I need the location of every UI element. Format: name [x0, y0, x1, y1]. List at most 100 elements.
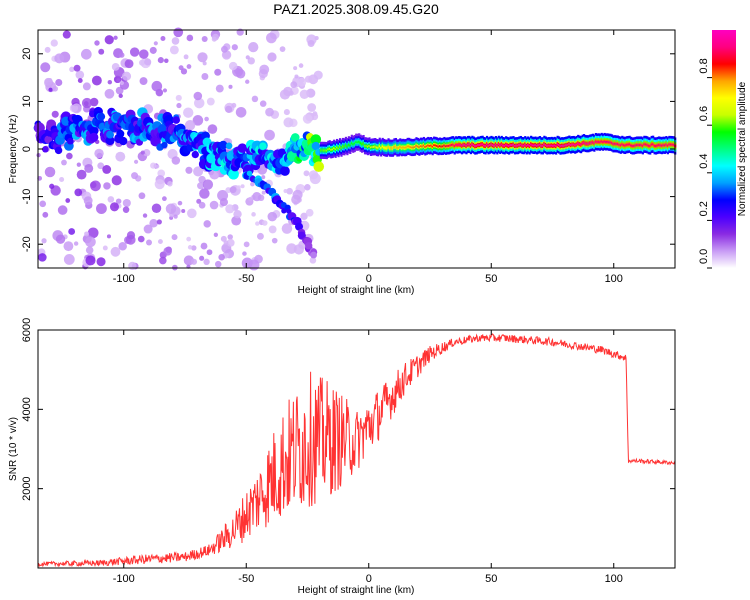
spectrogram-cell	[488, 144, 492, 147]
spectrogram-cell	[85, 246, 94, 254]
spectrogram-cell	[304, 75, 312, 83]
spectrogram-cell	[366, 145, 370, 148]
spectrogram-cell	[218, 140, 228, 150]
spectrogram-cell	[469, 144, 472, 147]
spectrogram-cell	[440, 145, 443, 148]
spectrogram-cell	[193, 166, 204, 177]
spectrogram-cell	[252, 192, 262, 202]
spectrogram-cell	[247, 57, 255, 65]
spectrogram-cell	[68, 228, 76, 235]
spectrogram-cell	[349, 144, 352, 147]
spectrogram-cell	[524, 143, 527, 146]
spectrogram-cell	[157, 239, 163, 245]
spectrogram-cell	[107, 79, 113, 85]
spectrogram-cell	[641, 144, 644, 147]
spectrogram-cell	[85, 255, 96, 266]
spectrogram-cell	[559, 145, 562, 148]
spectrogram-cell	[647, 144, 650, 147]
spectrogram-cell	[572, 143, 575, 146]
spectrogram-cells	[33, 27, 677, 271]
spectrogram-cell	[327, 148, 330, 151]
spectrogram-cell	[556, 143, 559, 146]
spectrogram-cell	[390, 147, 393, 150]
spectrogram-cell	[292, 189, 303, 200]
spectrogram-cell	[313, 161, 325, 172]
spectrogram-cell	[585, 142, 589, 145]
spectrogram-cell	[588, 142, 592, 145]
spectrogram-cell	[624, 144, 627, 147]
spectrogram-cell	[138, 59, 146, 66]
spectrogram-cell	[425, 145, 428, 148]
spectrogram-x-axis-label: Height of straight line (km)	[298, 285, 415, 296]
spectrogram-cell	[202, 179, 214, 190]
spectrogram-cell	[157, 57, 164, 64]
spectrogram-cell	[441, 145, 445, 148]
spectrogram-cell	[643, 143, 646, 146]
snr-x-tick-label: -50	[238, 573, 254, 585]
spectrogram-cell	[128, 261, 137, 271]
spectrogram-cell	[197, 52, 208, 63]
spectrogram-cell	[535, 144, 539, 147]
spectrogram-cell	[625, 143, 628, 146]
spectrogram-cell	[181, 208, 186, 214]
spectrogram-cell	[161, 141, 168, 149]
spectrogram-cell	[599, 141, 602, 144]
spectrogram-y-tick-label: -20	[21, 236, 33, 252]
spectrogram-cell	[246, 170, 253, 177]
colorbar-tick-label: 0.4	[698, 154, 710, 169]
spectrogram-cell	[619, 144, 622, 147]
spectrogram-cell	[84, 163, 94, 173]
spectrogram-cell	[552, 144, 555, 147]
spectrogram-cell	[173, 27, 184, 38]
spectrogram-cell	[149, 218, 158, 228]
spectrogram-cell	[209, 200, 219, 210]
spectrogram-cell	[547, 144, 550, 147]
spectrogram-cell	[201, 73, 209, 80]
spectrogram-cell	[597, 140, 600, 143]
snr-x-tick-label: 50	[485, 573, 497, 585]
spectrogram-cell	[356, 141, 359, 144]
spectrogram-cell	[106, 234, 111, 239]
spectrogram-cell	[649, 145, 652, 147]
spectrogram-cell	[183, 107, 194, 118]
spectrogram-cell	[202, 61, 207, 66]
spectrogram-cell	[581, 142, 584, 145]
figure-title: PAZ1.2025.308.09.45.G20	[273, 1, 439, 17]
spectrogram-cell	[62, 30, 71, 39]
spectrogram-cell	[255, 221, 260, 226]
spectrogram-cell	[304, 184, 311, 191]
spectrogram-cell	[38, 253, 47, 262]
spectrogram-cell	[603, 140, 606, 143]
spectrogram-cell	[502, 144, 505, 147]
spectrogram-cell	[412, 146, 415, 149]
snr-y-tick-label: 4000	[21, 397, 33, 421]
spectrogram-cell	[418, 146, 421, 149]
spectrogram-cell	[187, 208, 197, 219]
spectrogram-cell	[322, 149, 325, 152]
spectrogram-cell	[433, 144, 436, 147]
spectrogram-cell	[487, 144, 490, 147]
spectrogram-cell	[627, 143, 630, 146]
spectrogram-cell	[560, 144, 564, 147]
spectrogram-cell	[267, 211, 278, 222]
spectrogram-cell	[286, 187, 293, 195]
spectrogram-cell	[393, 145, 396, 148]
spectrogram-cell	[510, 144, 514, 146]
spectrogram-cell	[384, 147, 387, 150]
spectrogram-cell	[606, 140, 609, 143]
spectrogram-cell	[298, 63, 304, 68]
spectrogram-cell	[565, 144, 568, 147]
spectrogram-cell	[359, 142, 362, 145]
spectrogram-cell	[638, 144, 642, 146]
spectrogram-cell	[290, 133, 300, 142]
spectrogram-cell	[259, 142, 267, 150]
spectrogram-cell	[610, 141, 614, 144]
spectrogram-cell	[91, 75, 102, 86]
spectrogram-cell	[225, 204, 235, 214]
spectrogram-cell	[193, 97, 205, 109]
spectrogram-cell	[331, 148, 334, 151]
spectrogram-cell	[144, 58, 152, 66]
spectrogram-cell	[612, 142, 615, 145]
spectrogram-cell	[193, 91, 203, 101]
